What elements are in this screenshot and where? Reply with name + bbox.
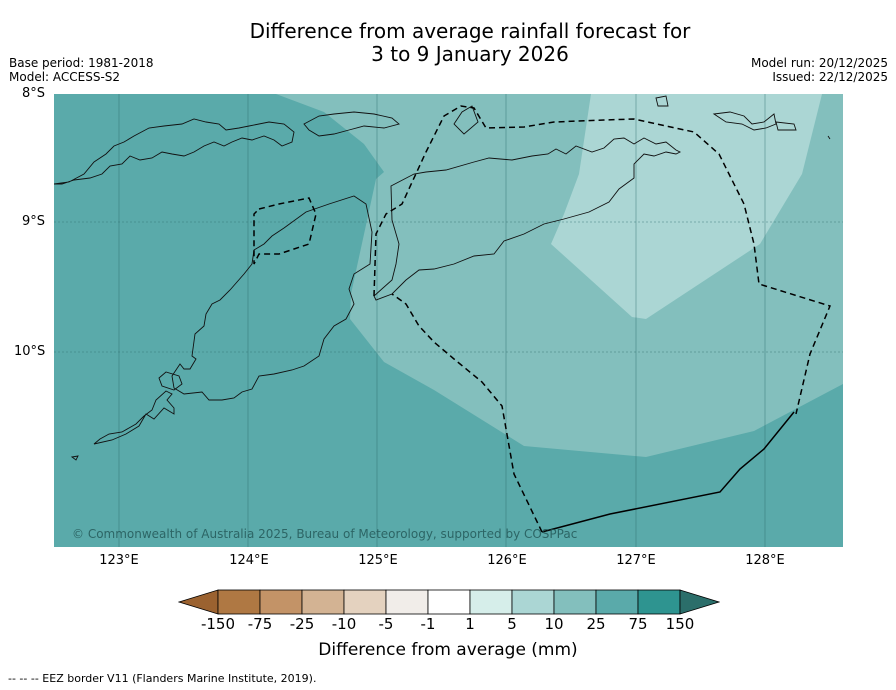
map-title: Difference from average rainfall forecas… xyxy=(170,20,770,66)
colorbar-tick-label: 10 xyxy=(544,615,564,633)
colorbar-segments xyxy=(178,589,720,615)
eez-dashed-line xyxy=(253,105,832,533)
rainfall-map: © Commonwealth of Australia 2025, Bureau… xyxy=(54,94,843,547)
coast-lakor xyxy=(827,135,831,140)
colorbar-arrow-high xyxy=(679,589,720,615)
colorbar-segment xyxy=(553,589,597,615)
colorbar-segment xyxy=(259,589,303,615)
meta-left: Base period: 1981-2018 Model: ACCESS-S2 xyxy=(9,56,154,84)
colorbar-tick-label: -1 xyxy=(420,615,436,633)
band-5-10 xyxy=(551,94,822,319)
graticule xyxy=(54,94,843,547)
coastlines xyxy=(54,95,831,461)
title-line-1: Difference from average rainfall forecas… xyxy=(249,19,691,43)
colorbar-segment xyxy=(637,589,681,615)
colorbar-segment xyxy=(469,589,513,615)
model-run: Model run: 20/12/2025 xyxy=(750,56,888,70)
lon-label-123e: 123°E xyxy=(99,553,139,568)
colorbar-tick-label: 5 xyxy=(507,615,517,633)
coast-timor xyxy=(373,137,682,301)
colorbar-tick-label: 1 xyxy=(465,615,475,633)
lon-label-126e: 126°E xyxy=(487,553,527,568)
title-line-2: 3 to 9 January 2026 xyxy=(371,42,569,66)
colorbar-segment xyxy=(427,589,471,615)
coast-kisar xyxy=(655,95,669,107)
colorbar-segment xyxy=(385,589,429,615)
colorbar-tick-label: 150 xyxy=(665,615,695,633)
colorbar-segment xyxy=(595,589,639,615)
eez-solid-line xyxy=(541,411,795,533)
colorbar-tick-label: -10 xyxy=(331,615,357,633)
colorbar-tick-label: 75 xyxy=(628,615,648,633)
lat-label-8s: 8°S xyxy=(22,86,46,101)
coast-wetar xyxy=(453,105,479,135)
coast-leti xyxy=(712,111,777,131)
colorbar-segment xyxy=(511,589,555,615)
colorbar-segment xyxy=(343,589,387,615)
eez-footnote: -- -- -- EEZ border V11 (Flanders Marine… xyxy=(8,672,317,685)
model-name: Model: ACCESS-S2 xyxy=(9,70,121,84)
coast-sawu xyxy=(158,371,183,391)
lon-label-128e: 128°E xyxy=(745,553,785,568)
coast-moa xyxy=(775,121,797,131)
lon-label-124e: 124°E xyxy=(229,553,269,568)
colorbar-tick-label: -5 xyxy=(378,615,394,633)
colorbar-tick-label: -75 xyxy=(247,615,273,633)
copyright-text: © Commonwealth of Australia 2025, Bureau… xyxy=(72,527,577,541)
colorbar-segment xyxy=(217,589,261,615)
meta-right: Model run: 20/12/2025 Issued: 22/12/2025 xyxy=(751,56,888,84)
lat-label-9s: 9°S xyxy=(22,214,46,229)
coast-flores xyxy=(54,118,295,185)
coast-sumba xyxy=(93,390,175,445)
lon-label-125e: 125°E xyxy=(358,553,398,568)
coast-roti xyxy=(171,195,373,401)
colorbar-tick-label: 25 xyxy=(586,615,606,633)
issued-date: Issued: 22/12/2025 xyxy=(772,70,888,84)
coast-small-island-1 xyxy=(70,455,79,461)
colorbar xyxy=(178,589,720,615)
base-period: Base period: 1981-2018 xyxy=(9,56,154,70)
colorbar-tick-label: -150 xyxy=(200,615,236,633)
lat-label-10s: 10°S xyxy=(14,344,46,359)
colorbar-tick-label: -25 xyxy=(289,615,315,633)
colorbar-title: Difference from average (mm) xyxy=(318,640,578,660)
eez-border xyxy=(253,105,832,533)
colorbar-segment xyxy=(301,589,345,615)
colorbar-arrow-low xyxy=(178,589,219,615)
coast-alor xyxy=(303,111,400,137)
lon-label-127e: 127°E xyxy=(616,553,656,568)
